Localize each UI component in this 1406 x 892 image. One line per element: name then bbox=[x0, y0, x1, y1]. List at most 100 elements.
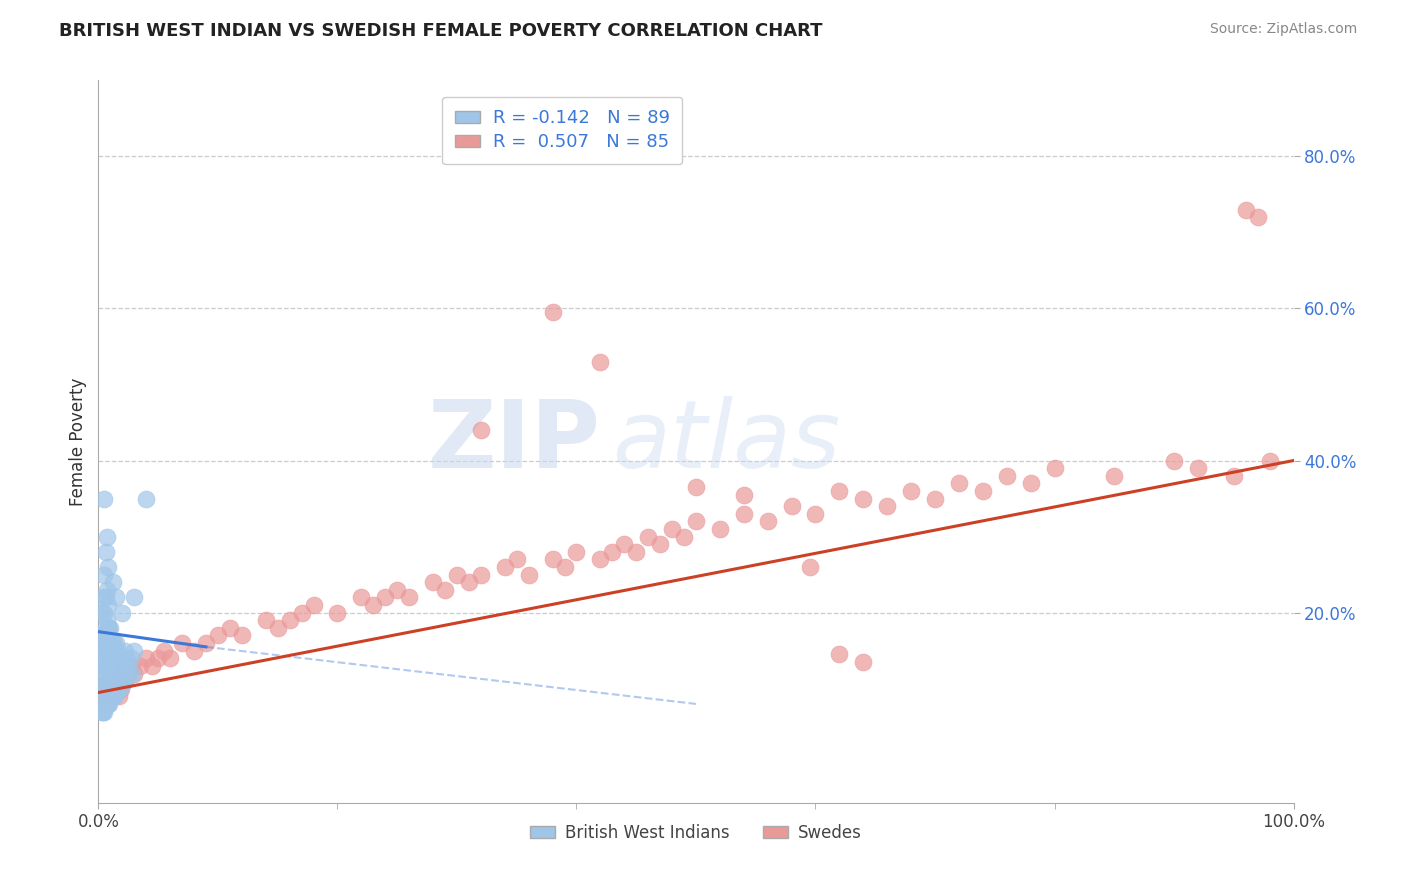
Point bbox=[948, 476, 970, 491]
Point bbox=[900, 483, 922, 498]
Point bbox=[96, 674, 118, 689]
Point bbox=[363, 598, 385, 612]
Point bbox=[195, 636, 218, 650]
Point bbox=[98, 621, 121, 635]
Point bbox=[685, 480, 707, 494]
Point bbox=[107, 690, 129, 704]
Point bbox=[111, 651, 134, 665]
Point bbox=[124, 591, 146, 605]
Point bbox=[135, 651, 157, 665]
Point bbox=[98, 681, 122, 696]
Point bbox=[1163, 453, 1185, 467]
Point bbox=[637, 530, 659, 544]
Point bbox=[93, 606, 115, 620]
Point bbox=[114, 674, 136, 689]
Point bbox=[685, 515, 707, 529]
Point bbox=[876, 499, 898, 513]
Point bbox=[96, 697, 118, 711]
Point bbox=[673, 530, 696, 544]
Point bbox=[96, 636, 118, 650]
Point bbox=[104, 690, 127, 704]
Point bbox=[98, 681, 121, 696]
Point bbox=[93, 681, 115, 696]
Point bbox=[100, 666, 122, 681]
Point bbox=[94, 681, 117, 696]
Point bbox=[107, 681, 129, 696]
Point bbox=[972, 483, 994, 498]
Point bbox=[613, 537, 636, 551]
Point bbox=[103, 666, 125, 681]
Point bbox=[278, 613, 301, 627]
Point bbox=[90, 681, 112, 696]
Point bbox=[799, 560, 821, 574]
Point bbox=[602, 545, 624, 559]
Point bbox=[97, 636, 120, 650]
Point bbox=[733, 488, 755, 502]
Point bbox=[709, 522, 731, 536]
Point bbox=[780, 499, 803, 513]
Point bbox=[101, 674, 124, 689]
Point bbox=[129, 659, 152, 673]
Y-axis label: Female Poverty: Female Poverty bbox=[69, 377, 87, 506]
Point bbox=[135, 491, 157, 506]
Point bbox=[98, 643, 121, 657]
Point bbox=[541, 305, 564, 319]
Point bbox=[267, 621, 290, 635]
Text: BRITISH WEST INDIAN VS SWEDISH FEMALE POVERTY CORRELATION CHART: BRITISH WEST INDIAN VS SWEDISH FEMALE PO… bbox=[59, 22, 823, 40]
Point bbox=[105, 681, 128, 696]
Point bbox=[565, 545, 588, 559]
Point bbox=[110, 659, 132, 673]
Point bbox=[104, 681, 127, 696]
Point bbox=[733, 507, 755, 521]
Point bbox=[141, 659, 163, 673]
Point bbox=[541, 552, 564, 566]
Point bbox=[494, 560, 516, 574]
Point bbox=[98, 697, 121, 711]
Point bbox=[231, 628, 253, 642]
Point bbox=[97, 621, 120, 635]
Point bbox=[117, 666, 139, 681]
Point bbox=[104, 674, 127, 689]
Point bbox=[103, 636, 125, 650]
Point bbox=[1258, 453, 1281, 467]
Point bbox=[326, 606, 349, 620]
Text: atlas: atlas bbox=[613, 396, 841, 487]
Point bbox=[91, 591, 114, 605]
Point bbox=[94, 681, 117, 696]
Point bbox=[254, 613, 277, 627]
Point bbox=[172, 636, 194, 650]
Point bbox=[103, 674, 125, 689]
Point bbox=[97, 690, 120, 704]
Point bbox=[589, 552, 612, 566]
Point bbox=[828, 648, 851, 662]
Point bbox=[385, 582, 409, 597]
Point bbox=[924, 491, 946, 506]
Point bbox=[111, 666, 134, 681]
Point bbox=[626, 545, 648, 559]
Point bbox=[91, 666, 114, 681]
Point bbox=[1104, 468, 1126, 483]
Point bbox=[108, 651, 131, 665]
Point bbox=[111, 606, 134, 620]
Point bbox=[1234, 202, 1257, 217]
Point bbox=[1247, 210, 1270, 224]
Point bbox=[124, 666, 146, 681]
Point bbox=[207, 628, 229, 642]
Point bbox=[94, 643, 117, 657]
Point bbox=[91, 606, 114, 620]
Point bbox=[517, 567, 540, 582]
Point bbox=[98, 621, 122, 635]
Point bbox=[96, 530, 118, 544]
Point bbox=[121, 659, 143, 673]
Point bbox=[470, 423, 492, 437]
Point bbox=[96, 659, 118, 673]
Point bbox=[107, 666, 129, 681]
Point bbox=[121, 666, 143, 681]
Point bbox=[104, 643, 127, 657]
Point bbox=[98, 690, 122, 704]
Text: Source: ZipAtlas.com: Source: ZipAtlas.com bbox=[1209, 22, 1357, 37]
Point bbox=[96, 582, 118, 597]
Point bbox=[91, 705, 114, 719]
Point bbox=[96, 681, 118, 696]
Point bbox=[96, 613, 118, 627]
